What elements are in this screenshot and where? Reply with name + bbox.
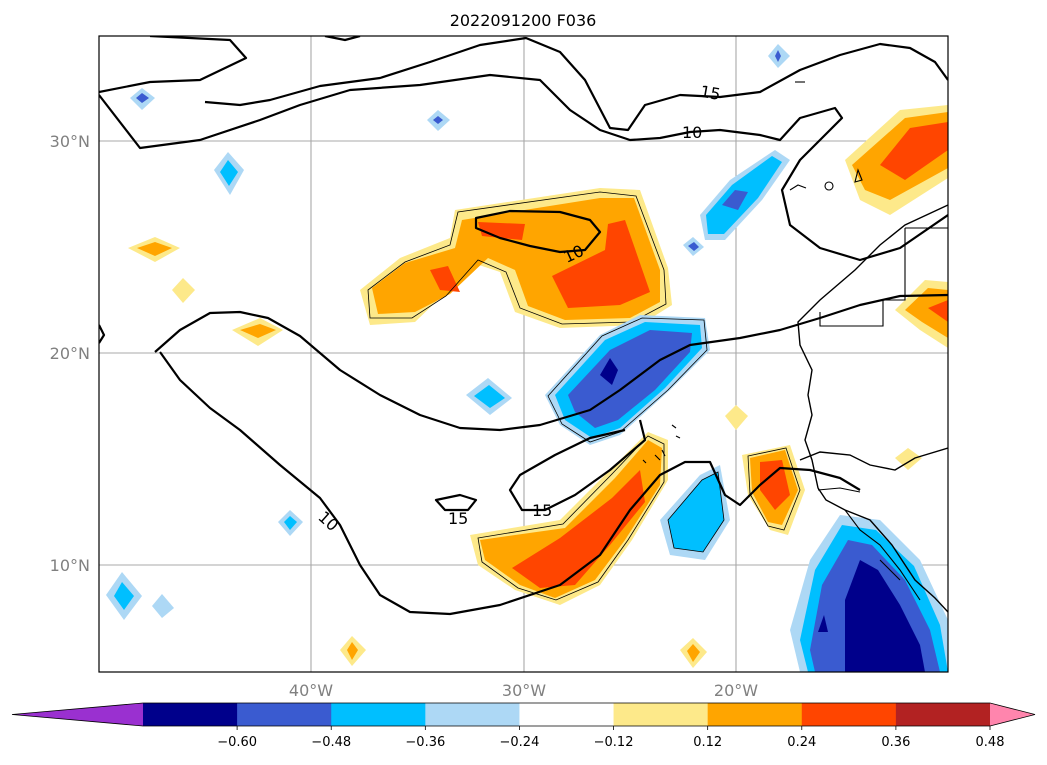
contours	[99, 36, 948, 616]
colorbar-tick-label: 0.12	[693, 735, 722, 750]
contour-label: 15	[532, 501, 552, 520]
positive-anomaly-east	[895, 280, 948, 348]
positive-anomaly-coast	[742, 445, 805, 535]
colorbar-segment	[331, 703, 426, 726]
colorbar-tick-label: 0.24	[787, 735, 816, 750]
colorbar-tick-label: −0.60	[217, 735, 257, 750]
map-title: 2022091200 F036	[450, 11, 597, 30]
positive-anomaly-northeast	[845, 105, 948, 215]
colorbar-segment	[237, 703, 332, 726]
lat-label-10n: 10°N	[50, 556, 90, 575]
colorbar-segment	[143, 703, 238, 726]
negative-anomaly-south	[660, 465, 730, 560]
positive-anomaly-small	[128, 237, 922, 668]
contour-label: 10	[682, 123, 702, 142]
colorbar-segment	[801, 703, 897, 726]
colorbar-segment	[519, 703, 615, 726]
lat-label-20n: 20°N	[50, 344, 90, 363]
positive-anomaly-south	[470, 432, 668, 605]
positive-anomaly-central	[360, 188, 672, 328]
colorbar-tick-label: −0.12	[594, 735, 634, 750]
colorbar-segment	[613, 703, 709, 726]
lat-label-30n: 30°N	[50, 132, 90, 151]
negative-anomaly-northeast	[683, 44, 790, 256]
contour-label: 15	[448, 509, 468, 528]
colorbar-segment	[895, 703, 991, 726]
colorbar-segment	[425, 703, 520, 726]
colorbar-tick-label: 0.36	[881, 735, 910, 750]
contour-label: 15	[699, 82, 722, 104]
map-frame	[98, 35, 949, 673]
colorbar-tick-label: −0.48	[311, 735, 351, 750]
negative-anomaly-southeast	[790, 515, 948, 672]
colorbar-tick-label: −0.24	[500, 735, 540, 750]
lon-label-40w: 40°W	[289, 681, 333, 700]
lon-label-30w: 30°W	[502, 681, 546, 700]
colorbar-tick-label: 0.48	[976, 735, 1005, 750]
map-area: 15 10 10 15 15 10	[99, 36, 948, 672]
colorbar: −0.60 −0.48 −0.36 −0.24 −0.12 0.12 0.24 0.36 0.4…	[11, 702, 1036, 750]
negative-anomaly-small	[106, 88, 512, 620]
lon-label-20w: 20°W	[714, 681, 758, 700]
colorbar-tick-label: −0.36	[405, 735, 445, 750]
colorbar-segment	[707, 703, 803, 726]
colorbar-extend-high	[990, 703, 1035, 726]
coastline	[642, 81, 948, 613]
colorbar-outline	[11, 702, 1036, 727]
colorbar-extend-low	[12, 703, 143, 726]
